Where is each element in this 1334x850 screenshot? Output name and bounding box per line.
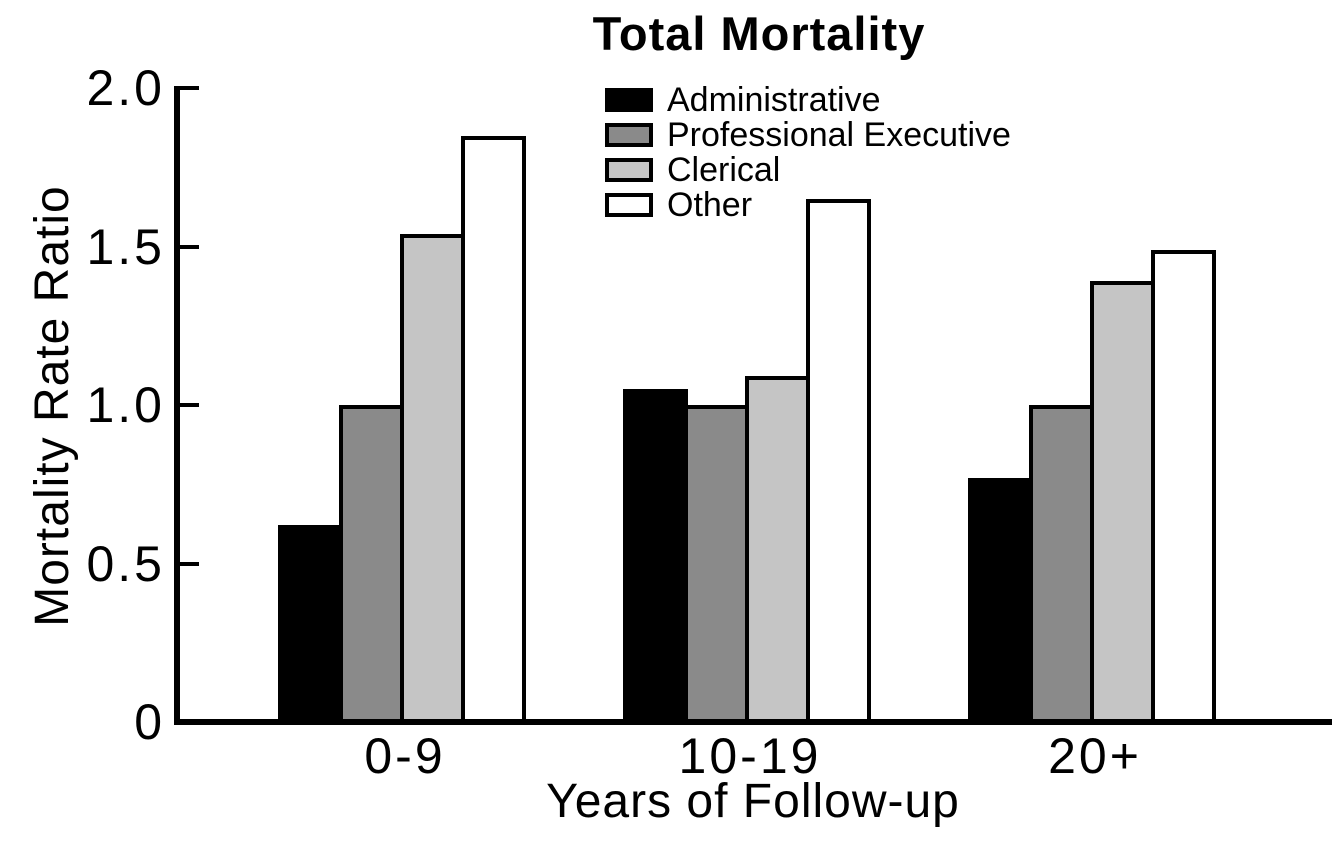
legend-label-professional-executive: Professional Executive bbox=[667, 116, 1011, 154]
bar-other-0-9 bbox=[461, 136, 526, 725]
x-category-label-10-19: 10-19 bbox=[678, 728, 822, 784]
bar-administrative-0-9 bbox=[278, 525, 343, 725]
legend-swatch-other bbox=[605, 193, 653, 217]
legend-swatch-administrative bbox=[605, 88, 653, 112]
bar-administrative-10-19 bbox=[623, 389, 688, 725]
y-axis-line bbox=[174, 86, 180, 725]
y-tick-label-0.5: 0.5 bbox=[86, 535, 165, 592]
y-tick-label-1.0: 1.0 bbox=[86, 377, 165, 433]
y-tick-label-1.5: 1.5 bbox=[86, 218, 165, 275]
x-category-label-20-: 20+ bbox=[1048, 728, 1142, 784]
bar-administrative-20- bbox=[968, 478, 1033, 725]
legend-label-administrative: Administrative bbox=[667, 81, 881, 119]
y-tick-label-0: 0 bbox=[134, 694, 165, 750]
y-tick-mark-2.0 bbox=[180, 86, 199, 90]
bar-professional-executive-10-19 bbox=[684, 405, 749, 725]
y-tick-mark-0.5 bbox=[180, 561, 199, 566]
bar-other-20- bbox=[1151, 250, 1216, 725]
bar-clerical-0-9 bbox=[400, 234, 465, 725]
bar-other-10-19 bbox=[806, 199, 871, 725]
chart-title: Total Mortality bbox=[592, 7, 926, 60]
bar-professional-executive-20- bbox=[1029, 405, 1094, 725]
legend-swatch-professional-executive bbox=[605, 123, 653, 147]
legend-swatch-clerical bbox=[605, 158, 653, 182]
legend-label-clerical: Clerical bbox=[667, 151, 781, 189]
bar-clerical-20- bbox=[1090, 281, 1155, 725]
y-tick-mark-1.0 bbox=[180, 403, 199, 407]
x-axis-line bbox=[174, 719, 1332, 725]
legend-label-other: Other bbox=[667, 186, 753, 224]
bar-professional-executive-0-9 bbox=[339, 405, 404, 725]
y-tick-label-2.0: 2.0 bbox=[86, 60, 165, 116]
x-category-label-0-9: 0-9 bbox=[364, 728, 446, 784]
x-axis-title: Years of Follow-up bbox=[546, 775, 960, 828]
y-tick-mark-1.5 bbox=[180, 244, 199, 249]
bar-clerical-10-19 bbox=[745, 376, 810, 725]
